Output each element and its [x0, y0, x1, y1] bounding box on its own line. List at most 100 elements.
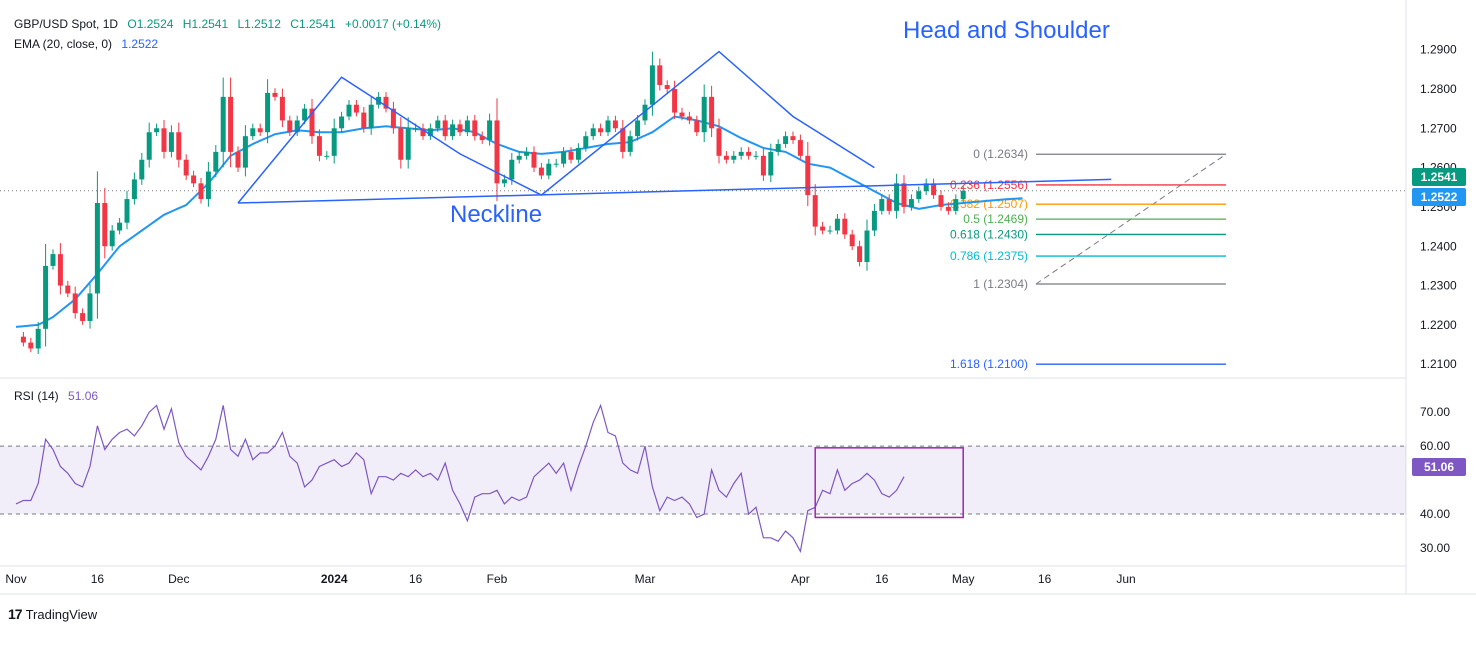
candle-body: [894, 183, 900, 211]
candle-body: [43, 265, 49, 329]
time-tick-label: Nov: [5, 572, 26, 586]
candlesticks: [20, 51, 966, 354]
time-tick-label: Jun: [1116, 572, 1135, 586]
ema-legend-label[interactable]: EMA (20, close, 0): [14, 37, 113, 51]
candle-body: [168, 132, 174, 152]
rsi-band: [0, 446, 1406, 515]
price-change: +0.0017 (+0.14%): [344, 17, 442, 31]
candle-body: [953, 199, 959, 211]
time-tick-label: Feb: [487, 572, 508, 586]
candle-body: [635, 120, 641, 137]
candle-body: [80, 313, 86, 321]
candle-body: [649, 65, 655, 105]
fib-level-label: 0.382 (1.2507): [950, 197, 1028, 211]
candle-body: [420, 128, 426, 137]
candle-body: [731, 155, 737, 160]
ema-legend: EMA (20, close, 0) 1.2522: [14, 36, 164, 52]
fib-level-label: 0.618 (1.2430): [950, 227, 1028, 241]
axis-labels: 1.29001.28001.27001.26001.25001.24001.23…: [5, 43, 1457, 586]
candle-body: [812, 195, 818, 227]
candle-body: [294, 120, 300, 133]
candle-body: [265, 92, 271, 133]
candle-body: [146, 132, 152, 160]
candle-body: [94, 203, 100, 294]
candle-body: [546, 163, 552, 176]
candle-body: [235, 151, 241, 168]
candle-body: [568, 151, 574, 160]
candle-body: [620, 128, 626, 152]
candle-body: [228, 96, 234, 152]
candle-body: [161, 128, 167, 152]
time-tick-label: 16: [1038, 572, 1052, 586]
candle-body: [435, 120, 441, 129]
candle-body: [827, 230, 833, 232]
candle-body: [109, 230, 115, 247]
candle-body: [849, 234, 855, 247]
ema-price-badge: 1.2522: [1412, 188, 1466, 206]
candle-body: [427, 128, 433, 137]
candle-body: [879, 199, 885, 211]
candle-body: [886, 199, 892, 211]
candle-body: [28, 342, 34, 349]
candle-body: [346, 104, 352, 117]
time-tick-label: 16: [409, 572, 423, 586]
candle-body: [302, 108, 308, 121]
ohlc-close: C1.2541: [290, 17, 336, 31]
tradingview-footer[interactable]: 17 TradingView: [8, 606, 97, 622]
candle-body: [390, 108, 396, 129]
candle-body: [590, 128, 596, 137]
candle-body: [908, 199, 914, 207]
candle-body: [316, 136, 322, 156]
candle-body: [450, 124, 456, 137]
candle-body: [694, 120, 700, 133]
candle-body: [479, 136, 485, 141]
candle-body: [398, 128, 404, 160]
candle-body: [561, 151, 567, 164]
time-tick-label: Dec: [168, 572, 189, 586]
candle-body: [487, 120, 493, 141]
head-and-shoulder-lines[interactable]: [237, 50, 1112, 204]
rsi-value-badge: 51.06: [1412, 458, 1466, 476]
candle-body: [746, 151, 752, 156]
candle-body: [272, 92, 278, 97]
fibonacci-retracement[interactable]: 0 (1.2634) 0.236 (1.2556) 0.382 (1.2507) 0.…: [950, 147, 1227, 371]
symbol-legend: GBP/USD Spot, 1D O1.2524 H1.2541 L1.2512…: [14, 16, 447, 32]
candle-body: [842, 218, 848, 235]
rsi-pane: [15, 403, 964, 554]
ohlc-high: H1.2541: [182, 17, 229, 31]
candle-body: [361, 112, 367, 129]
rsi-highlight-box: [814, 447, 964, 519]
candle-body: [553, 163, 559, 165]
candle-body: [124, 199, 130, 223]
candle-body: [834, 218, 840, 231]
candle-body: [405, 128, 411, 160]
time-tick-label: Apr: [791, 572, 810, 586]
rsi-legend-label[interactable]: RSI (14): [14, 389, 59, 403]
candle-body: [131, 179, 137, 200]
candle-body: [753, 155, 759, 157]
candle-body: [279, 96, 285, 121]
fib-level-label: 1 (1.2304): [973, 277, 1028, 291]
fib-level-label: 0.236 (1.2556): [950, 178, 1028, 192]
candle-body: [413, 128, 419, 130]
tradingview-logo-icon: 17: [8, 606, 23, 622]
candle-body: [191, 175, 197, 184]
candle-body: [938, 195, 944, 207]
candle-body: [117, 222, 123, 231]
brand-name: TradingView: [25, 606, 98, 622]
candle-body: [509, 159, 515, 180]
fib-level-label: 0 (1.2634): [973, 147, 1028, 161]
pattern-title: Head and Shoulder: [903, 17, 1110, 44]
rsi-line: [15, 403, 905, 554]
time-tick-label: 16: [875, 572, 889, 586]
candle-body: [472, 120, 478, 137]
candle-body: [154, 128, 160, 133]
candle-body: [931, 183, 937, 196]
price-chart[interactable]: 0 (1.2634) 0.236 (1.2556) 0.382 (1.2507) 0.…: [0, 0, 1476, 600]
candle-body: [531, 151, 537, 168]
candle-body: [242, 136, 248, 168]
symbol-name[interactable]: GBP/USD Spot, 1D: [14, 17, 119, 31]
candle-body: [65, 285, 71, 294]
ohlc-low: L1.2512: [237, 17, 281, 31]
